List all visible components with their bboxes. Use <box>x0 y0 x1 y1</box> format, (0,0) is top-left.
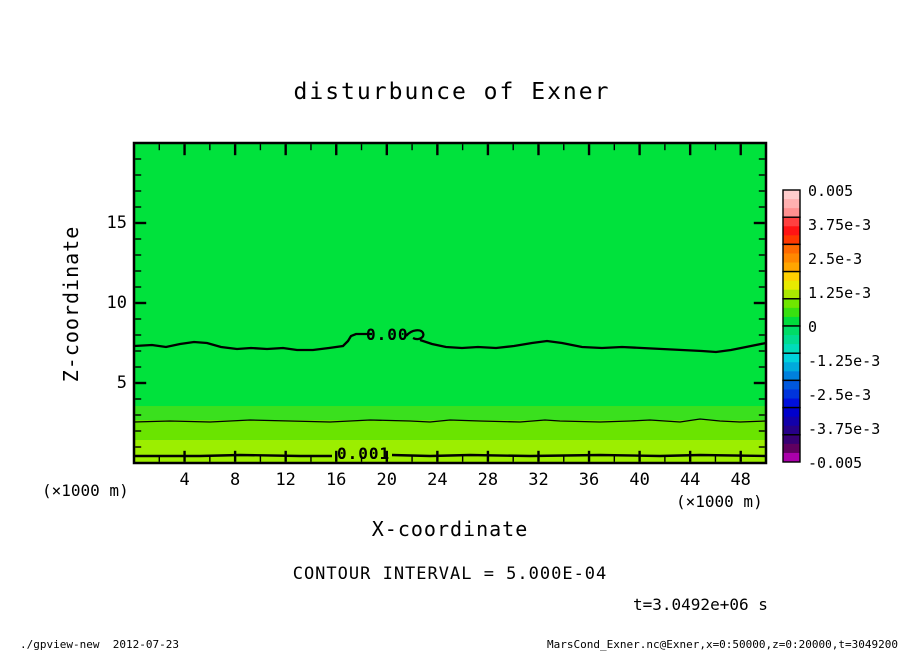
x-tick-label: 12 <box>275 470 296 490</box>
x-tick-label: 20 <box>376 470 398 490</box>
y-axis-unit: (×1000 m) <box>42 481 129 500</box>
contour-interval-text: CONTOUR INTERVAL = 5.000E-04 <box>292 564 608 584</box>
colorbar-shade <box>783 380 800 390</box>
colorbar-shade <box>783 217 800 227</box>
colorbar-shade <box>783 190 800 200</box>
x-tick-label: 4 <box>179 470 190 490</box>
colorbar-shade <box>783 371 800 381</box>
x-axis-unit: (×1000 m) <box>676 492 763 511</box>
colorbar-shade <box>783 280 800 291</box>
colorbar-tick-label: 3.75e-3 <box>808 216 872 234</box>
colorbar-shade <box>783 425 800 436</box>
colorbar-shade <box>783 244 800 254</box>
y-axis-label: Z-coordinate <box>59 225 83 383</box>
x-tick-label: 48 <box>730 470 751 490</box>
colorbar <box>782 189 801 463</box>
colorbar-shade <box>783 235 800 245</box>
colorbar-shade <box>783 262 800 273</box>
colorbar-shade <box>783 407 800 418</box>
colorbar-segment-border <box>782 434 801 463</box>
axis-ticks <box>135 144 765 462</box>
plot-frame <box>132 141 768 465</box>
x-tick-label: 40 <box>629 470 650 490</box>
colorbar-shade <box>783 226 800 236</box>
x-tick-label: 24 <box>427 470 448 490</box>
zero-contour-line-right <box>419 338 766 354</box>
1e-3-contour-line-right <box>391 453 766 458</box>
colorbar-shade <box>783 326 800 336</box>
colorbar-tick-label: -3.75e-3 <box>808 420 881 438</box>
x-axis-label: X-coordinate <box>371 517 529 541</box>
x-tick-label: 32 <box>528 470 549 490</box>
colorbar-shade <box>783 253 800 264</box>
colorbar-shade <box>783 398 800 409</box>
colorbar-tick-label: 0.005 <box>808 182 854 200</box>
1e-3-contour-line-left <box>134 453 332 458</box>
colorbar-shade <box>783 199 800 209</box>
x-tick-label: 8 <box>229 470 241 490</box>
colorbar-shade <box>783 389 800 400</box>
field-band-1 <box>134 419 766 440</box>
zero-contour-line-left <box>134 332 372 352</box>
field-fill-bands <box>134 143 766 463</box>
colorbar-shade <box>783 443 800 454</box>
colorbar-shade <box>783 307 800 318</box>
colorbar-shade <box>783 434 800 445</box>
colorbar-tick-label: -2.5e-3 <box>808 386 872 404</box>
colorbar-shade <box>783 362 800 372</box>
colorbar-tick-label: -0.005 <box>808 454 863 472</box>
colorbar-shade <box>783 298 800 309</box>
colorbar-shade <box>783 452 800 463</box>
y-tick-label: 10 <box>106 293 127 313</box>
colorbar-tick-label: 2.5e-3 <box>808 250 863 268</box>
x-tick-label: 44 <box>679 470 701 490</box>
colorbar-tick-label: 1.25e-3 <box>808 284 872 302</box>
colorbar-shade <box>783 316 800 327</box>
colorbar-shade <box>783 353 800 363</box>
y-tick-label: 15 <box>106 213 127 233</box>
zero-contour-squiggle <box>405 329 425 341</box>
footer-file-text: MarsCond_Exner.nc@Exner,x=0:50000,z=0:20… <box>547 638 898 651</box>
y-tick-label: 5 <box>116 373 127 393</box>
colorbar-shade <box>783 271 800 282</box>
colorbar-tick-label: -1.25e-3 <box>808 352 881 370</box>
x-tick-label: 36 <box>578 470 600 490</box>
field-band-0 <box>134 406 766 420</box>
contour-label-0p001: 0.001 <box>337 444 391 463</box>
colorbar-shade <box>783 344 800 354</box>
colorbar-shade <box>783 289 800 300</box>
contour-label-zero: 0.00 <box>366 325 409 344</box>
colorbar-shade <box>783 208 800 218</box>
colorbar-shade <box>783 416 800 427</box>
plot-title: disturbunce of Exner <box>293 79 611 105</box>
x-tick-label: 16 <box>325 470 347 490</box>
colorbar-shade <box>783 335 800 345</box>
colorbar-tick-label: 0 <box>808 318 818 336</box>
time-text: t=3.0492e+06 s <box>633 595 768 614</box>
footer-command-text: ./gpview-new 2012-07-23 <box>20 638 179 651</box>
5e-4-contour-line <box>134 418 766 423</box>
x-tick-label: 28 <box>477 470 499 490</box>
field-band-2 <box>134 439 766 463</box>
